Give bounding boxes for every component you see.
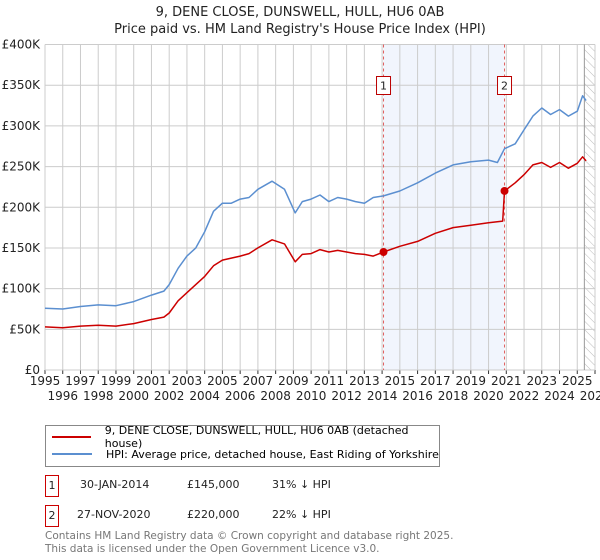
price-paid-line (44, 156, 587, 329)
chart-subtitle: Price paid vs. HM Land Registry's House … (114, 22, 486, 37)
x-tick-label: 2012 (331, 389, 362, 403)
y-tick-label: £350K (2, 78, 42, 92)
y-tick-label: £400K (2, 38, 42, 52)
x-tick-label: 2013 (349, 374, 380, 388)
transaction-date: 27-NOV-2020 (77, 508, 151, 521)
legend-item-hpi: HPI: Average price, detached house, East… (46, 446, 439, 462)
transaction-row: 1 30-JAN-2014 £145,000 31% ↓ HPI (45, 475, 445, 497)
marker-badge (497, 76, 513, 95)
transaction-hpi: 22% ↓ HPI (272, 508, 331, 521)
x-tick-label: 2019 (456, 374, 487, 388)
y-tick-label: £200K (2, 200, 42, 214)
legend-label: 9, DENE CLOSE, DUNSWELL, HULL, HU6 0AB (… (104, 424, 409, 450)
x-tick-label: 1996 (47, 389, 78, 403)
x-tick-label: 2023 (527, 374, 558, 388)
x-tick-label: 2017 (420, 374, 451, 388)
x-tick-label: 2000 (118, 389, 149, 403)
transaction-badge: 2 (45, 505, 59, 527)
x-tick-label: 2014 (367, 389, 398, 403)
y-tick-label: £150K (2, 241, 42, 255)
transaction-row: 2 27-NOV-2020 £220,000 22% ↓ HPI (45, 505, 445, 527)
x-tick-label: 2018 (438, 389, 469, 403)
x-tick-label: 2002 (154, 389, 185, 403)
x-tick-label: 2016 (402, 389, 433, 403)
y-tick-label: £250K (2, 160, 42, 174)
y-tick-label: £0 (25, 363, 40, 377)
marker-badge (376, 76, 392, 95)
sale-point (500, 186, 509, 195)
x-tick-label: 2024 (544, 389, 575, 403)
transaction-price: £220,000 (187, 508, 240, 521)
x-tick-label: 2020 (473, 389, 504, 403)
sale-point (379, 248, 388, 257)
transaction-price: £145,000 (187, 478, 240, 491)
marker-label: 2 (501, 80, 508, 93)
x-tick-label: 2021 (491, 374, 522, 388)
legend-label: HPI: Average price, detached house, East… (106, 447, 439, 461)
x-tick-label: 2009 (278, 374, 309, 388)
footer-copyright: Contains HM Land Registry data © Crown c… (45, 530, 454, 542)
x-tick-label: 2004 (189, 389, 220, 403)
x-tick-label: 2015 (385, 374, 416, 388)
x-tick-label: 2001 (136, 374, 167, 388)
x-tick-label: 2006 (225, 389, 256, 403)
x-tick-label: 2026 (580, 389, 600, 403)
y-tick-label: £50K (9, 322, 41, 336)
x-tick-label: 2025 (562, 374, 593, 388)
footer: Contains HM Land Registry data © Crown c… (45, 530, 453, 556)
footer-licence: This data is licensed under the Open Gov… (45, 543, 380, 555)
hpi-line (44, 95, 587, 310)
x-tick-label: 1998 (83, 389, 114, 403)
legend-blue-line (52, 453, 92, 455)
x-tick-label: 2007 (243, 374, 274, 388)
x-tick-label: 2022 (509, 389, 540, 403)
legend: 9, DENE CLOSE, DUNSWELL, HULL, HU6 0AB (… (45, 424, 440, 467)
marker-label: 1 (380, 80, 387, 93)
transaction-badge: 1 (45, 475, 59, 497)
transaction-date: 30-JAN-2014 (80, 478, 150, 491)
price-chart: 1995199619971998199920002001200220032004… (2, 38, 600, 404)
legend-red-line (52, 436, 91, 438)
chart-title: 9, DENE CLOSE, DUNSWELL, HULL, HU6 0AB (155, 5, 445, 20)
x-tick-label: 2011 (314, 374, 345, 388)
x-tick-label: 1995 (30, 374, 61, 388)
legend-item-property: 9, DENE CLOSE, DUNSWELL, HULL, HU6 0AB (… (46, 424, 439, 450)
x-tick-label: 1999 (101, 374, 132, 388)
x-tick-label: 1997 (65, 374, 96, 388)
transaction-hpi: 31% ↓ HPI (272, 478, 331, 491)
x-tick-label: 2003 (172, 374, 203, 388)
y-tick-label: £100K (2, 282, 42, 296)
x-tick-label: 2005 (207, 374, 238, 388)
x-tick-label: 2010 (296, 389, 327, 403)
x-tick-label: 2008 (260, 389, 291, 403)
y-tick-label: £300K (2, 119, 42, 133)
